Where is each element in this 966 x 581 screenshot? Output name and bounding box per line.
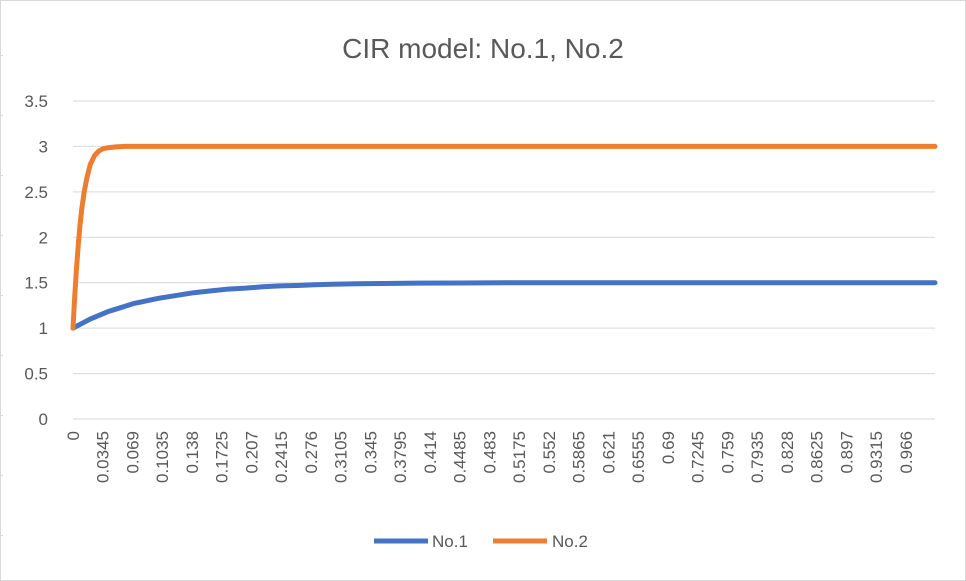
sheet-gridline — [0, 475, 3, 476]
x-axis-ticks: 0 0.0345 0.069 0.1035 0.138 0.1725 0.207 0.2415… — [64, 431, 916, 483]
x-tick-label: 0.6555 — [629, 431, 648, 483]
x-tick-label: 0.828 — [778, 431, 797, 474]
y-axis-ticks: 0 0.5 1 1.5 2 2.5 3 3.5 — [24, 92, 48, 429]
sheet-gridline — [0, 115, 3, 116]
x-tick-label: 0.621 — [599, 431, 618, 474]
x-tick-label: 0.8625 — [808, 431, 827, 483]
sheet-gridline — [0, 295, 3, 296]
x-tick-label: 0.414 — [421, 431, 440, 474]
sheet-gridline — [0, 535, 3, 536]
series-lines — [70, 143, 938, 331]
legend-label: No.1 — [432, 532, 468, 551]
y-tick-label: 0 — [39, 410, 48, 429]
y-tick-label: 2 — [39, 228, 48, 247]
x-tick-label: 0.1725 — [213, 431, 232, 483]
chart-title: CIR model: No.1, No.2 — [342, 33, 624, 64]
x-tick-label: 0.069 — [123, 431, 142, 474]
legend: No.1 No.2 — [374, 532, 588, 551]
x-tick-label: 0.9315 — [867, 431, 886, 483]
x-tick-label: 0.3795 — [391, 431, 410, 483]
x-tick-label: 0.7935 — [748, 431, 767, 483]
y-tick-label: 3 — [39, 137, 48, 156]
x-tick-label: 0.276 — [302, 431, 321, 474]
y-tick-label: 0.5 — [24, 365, 48, 384]
x-tick-label: 0.759 — [718, 431, 737, 474]
legend-label: No.2 — [552, 532, 588, 551]
series-line-2 — [70, 143, 938, 331]
x-tick-label: 0.897 — [837, 431, 856, 474]
sheet-gridline — [0, 175, 3, 176]
x-tick-label: 0.966 — [897, 431, 916, 474]
x-tick-label: 0.3105 — [332, 431, 351, 483]
x-tick-label: 0 — [64, 431, 83, 440]
x-tick-label: 0.0345 — [94, 431, 113, 483]
x-tick-label: 0.138 — [183, 431, 202, 474]
sheet-gridline — [0, 355, 3, 356]
x-tick-label: 0.2415 — [272, 431, 291, 483]
x-tick-label: 0.483 — [480, 431, 499, 474]
x-tick-label: 0.1035 — [153, 431, 172, 483]
y-tick-label: 2.5 — [24, 183, 48, 202]
x-tick-label: 0.69 — [659, 431, 678, 464]
sheet-gridline — [0, 235, 3, 236]
y-tick-label: 3.5 — [24, 92, 48, 111]
x-tick-label: 0.552 — [540, 431, 559, 474]
x-tick-label: 0.4485 — [451, 431, 470, 483]
x-tick-label: 0.345 — [361, 431, 380, 474]
x-tick-label: 0.7245 — [689, 431, 708, 483]
x-tick-label: 0.5865 — [570, 431, 589, 483]
y-tick-label: 1 — [39, 319, 48, 338]
y-tick-label: 1.5 — [24, 274, 48, 293]
series-line-1 — [70, 280, 938, 331]
sheet-gridline — [0, 415, 3, 416]
sheet-gridline — [0, 55, 3, 56]
x-tick-label: 0.5175 — [510, 431, 529, 483]
x-tick-label: 0.207 — [242, 431, 261, 474]
